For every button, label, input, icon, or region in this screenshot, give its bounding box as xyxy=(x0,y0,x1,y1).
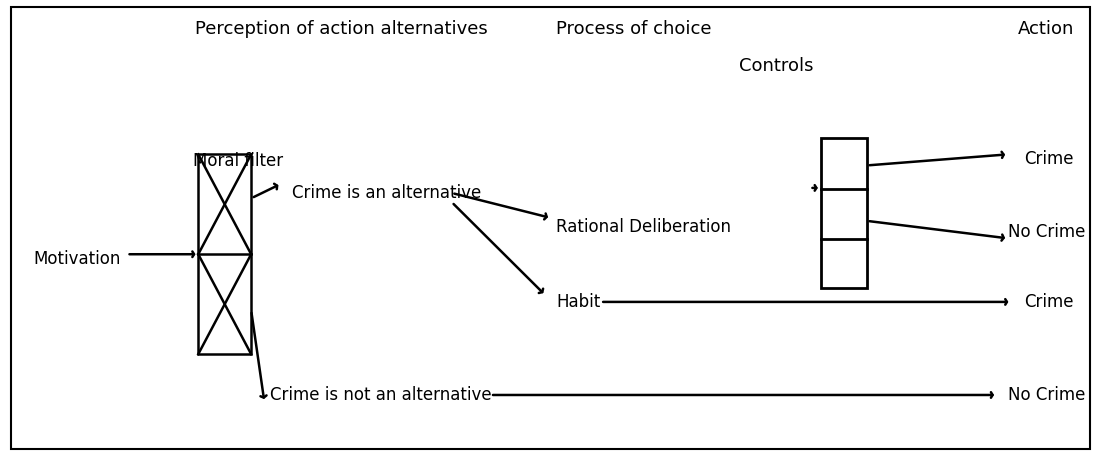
Bar xyxy=(821,138,867,288)
Text: Perception of action alternatives: Perception of action alternatives xyxy=(195,20,488,39)
Text: Rational Deliberation: Rational Deliberation xyxy=(556,218,731,236)
Bar xyxy=(198,154,251,354)
Text: Crime is an alternative: Crime is an alternative xyxy=(292,184,481,202)
Text: Moral filter: Moral filter xyxy=(192,152,283,170)
Text: Action: Action xyxy=(1018,20,1074,39)
Text: Crime: Crime xyxy=(1024,293,1074,311)
Text: Process of choice: Process of choice xyxy=(555,20,711,39)
Text: Habit: Habit xyxy=(556,293,601,311)
Text: Motivation: Motivation xyxy=(33,250,121,268)
Text: No Crime: No Crime xyxy=(1008,386,1085,404)
Text: Crime is not an alternative: Crime is not an alternative xyxy=(270,386,491,404)
Text: Crime: Crime xyxy=(1024,150,1074,168)
Text: No Crime: No Crime xyxy=(1008,222,1085,241)
Text: Controls: Controls xyxy=(739,57,814,75)
